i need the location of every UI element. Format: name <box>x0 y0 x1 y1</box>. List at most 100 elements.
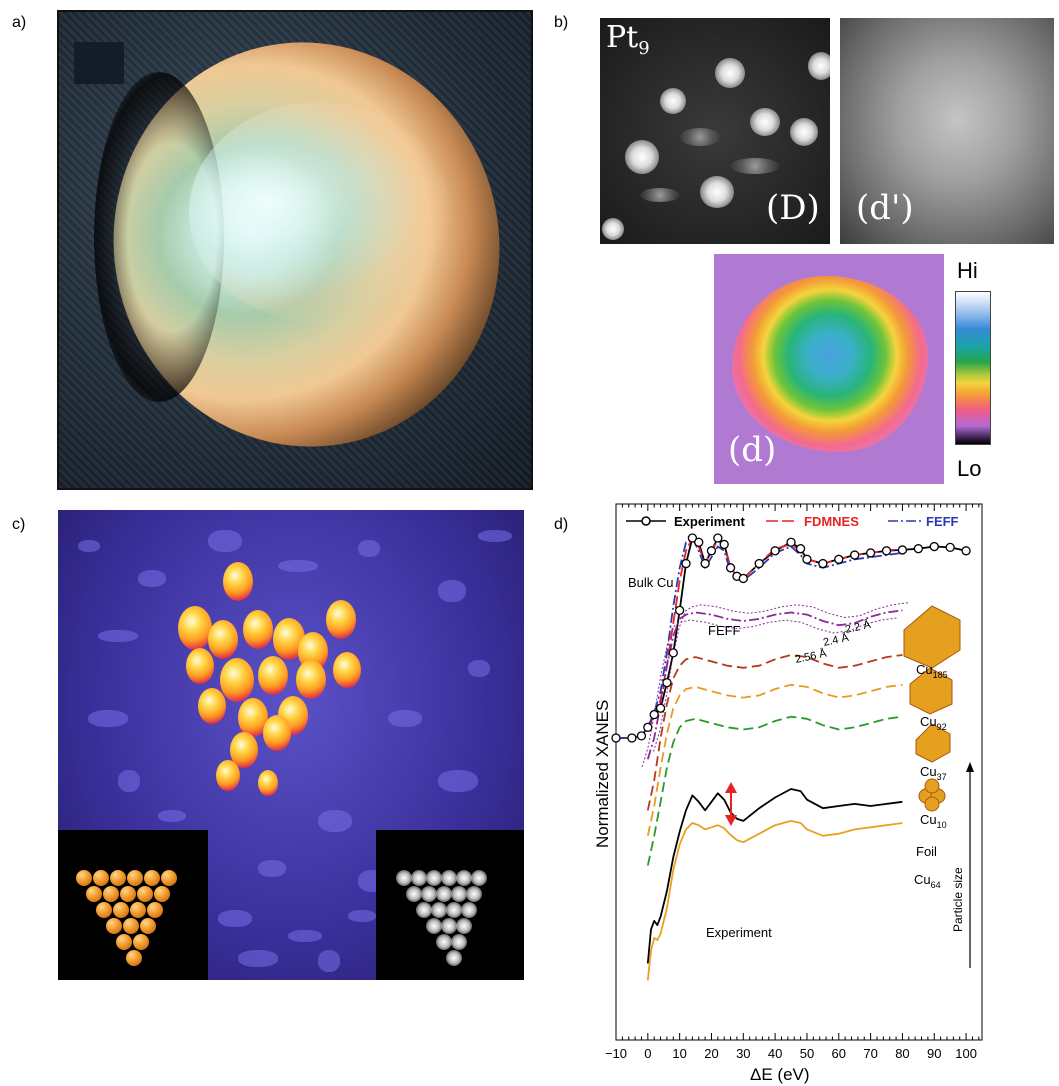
atom-bump <box>216 760 240 792</box>
experiment-point <box>795 544 806 554</box>
x-tick-label: 90 <box>927 1046 941 1061</box>
atom-bump <box>208 620 238 659</box>
pt9-label: Pt9 <box>606 20 650 59</box>
cluster-atom-ball <box>123 918 139 934</box>
cluster-blob <box>660 88 686 114</box>
x-tick-label: 50 <box>800 1046 814 1061</box>
experiment-point <box>850 550 860 560</box>
simulated-atom-blob <box>426 918 442 934</box>
image-label-dprime: (d') <box>856 188 914 228</box>
simulated-atom-blob <box>411 870 427 886</box>
xanes-chart: −10 0 10 20 30 40 50 60 70 80 90 100 Experiment FDM… <box>593 503 983 1084</box>
surface-noise-blob <box>358 540 380 557</box>
simulated-atom-blob <box>446 950 462 966</box>
plot-frame <box>615 503 983 1041</box>
simulated-atom-blob <box>451 886 467 902</box>
cluster-atom-ball <box>110 870 126 886</box>
surface-noise-blob <box>98 630 138 642</box>
atom-bump <box>258 770 278 796</box>
simulated-atom-blob <box>421 886 437 902</box>
label-cu185: Cu185 <box>916 662 948 680</box>
cluster-atom-ball <box>154 886 170 902</box>
experiment-point <box>643 722 653 732</box>
series-line-feff-variant <box>653 602 909 752</box>
cluster-atom-ball <box>113 902 129 918</box>
panel-c-3d-stm-image <box>58 510 524 980</box>
x-tick-label: 70 <box>863 1046 877 1061</box>
series-line-cu10 <box>646 715 903 866</box>
x-axis-ticks: −10 0 10 20 30 40 50 60 70 80 90 100 <box>605 504 980 1061</box>
experiment-point <box>668 648 678 658</box>
surface-noise-blob <box>468 660 490 677</box>
experiment-point <box>611 733 621 743</box>
cluster-atom-ball <box>127 870 143 886</box>
experiment-point <box>881 546 892 556</box>
cluster-atom-ball <box>103 886 119 902</box>
simulated-atom-blob <box>451 934 467 950</box>
simulated-atom-blob <box>466 886 482 902</box>
simulated-atom-blob <box>431 902 447 918</box>
colorbar-hi-label: Hi <box>957 258 978 283</box>
colorbar <box>955 291 991 445</box>
atom-bump <box>178 606 212 651</box>
series-line-foil <box>646 788 903 964</box>
simulated-atom-blob <box>441 870 457 886</box>
x-axis-title: ΔE (eV) <box>750 1065 810 1084</box>
cluster-height-map <box>732 276 928 452</box>
panel-b-stm-image-dprime: (d') <box>840 18 1054 244</box>
atom-bump <box>220 658 254 703</box>
atom-bump <box>263 715 291 752</box>
panel-a-label: a) <box>12 14 27 31</box>
annotation-bulk-cu: Bulk Cu <box>628 575 674 590</box>
annotation-2-56: 2.56 Å <box>794 646 828 665</box>
cluster-blob <box>625 140 659 174</box>
experiment-point <box>945 542 955 553</box>
experiment-markers <box>611 533 971 743</box>
panel-d-label: d) <box>554 516 569 533</box>
cluster-model-inset <box>58 830 208 980</box>
legend-marker-experiment <box>641 516 651 526</box>
annotation-particle-size: Particle size <box>951 867 965 932</box>
experiment-point <box>687 533 698 543</box>
surface-noise-blob <box>318 810 352 832</box>
surface-noise-blob <box>88 710 128 727</box>
cu37-cluster-icon <box>915 723 951 763</box>
surface-noise-blob <box>288 930 322 942</box>
annotation-2-2: 2.2 Å <box>844 618 872 636</box>
annotation-experiment: Experiment <box>706 925 772 940</box>
cluster-atom-ball <box>116 934 132 950</box>
cluster-atom-ball <box>96 902 112 918</box>
simulated-atom-blob <box>416 902 432 918</box>
cluster-atom-ball <box>140 918 156 934</box>
x-tick-label: 10 <box>672 1046 686 1061</box>
series-lines <box>616 537 967 981</box>
annotation-foil: Foil <box>916 844 937 859</box>
cluster-blob <box>715 58 745 88</box>
experiment-point <box>738 573 748 584</box>
simulated-atom-blob <box>456 870 472 886</box>
surface-noise-blob <box>158 810 186 822</box>
experiment-point <box>675 605 685 615</box>
cluster-atom-ball <box>106 918 122 934</box>
series-line-cu92 <box>646 654 903 811</box>
cluster-atom-ball <box>133 934 149 950</box>
experiment-point <box>725 563 736 573</box>
colorbar-lo-label: Lo <box>957 456 982 481</box>
annotation-2-4: 2.4 Å <box>822 631 850 649</box>
cluster-atom-ball <box>86 886 102 902</box>
y-axis-title: Normalized XANES <box>593 700 612 848</box>
simulated-atom-blob <box>426 870 442 886</box>
series-line-cu64 <box>646 819 903 981</box>
surface-noise-blob <box>258 860 286 877</box>
cluster-blob <box>790 118 818 146</box>
simulated-atom-blob <box>441 918 457 934</box>
panel-b-label: b) <box>554 14 569 31</box>
surface-noise-blob <box>118 770 140 792</box>
experiment-point <box>681 558 691 569</box>
experiment-point <box>636 731 647 741</box>
image-label-D: (D) <box>766 188 820 228</box>
panel-b-colormap-image-d: (d) <box>714 254 944 484</box>
atom-bump <box>333 652 361 689</box>
legend: Experiment FDMNES FEFF <box>626 514 959 529</box>
experiment-point <box>770 546 780 556</box>
